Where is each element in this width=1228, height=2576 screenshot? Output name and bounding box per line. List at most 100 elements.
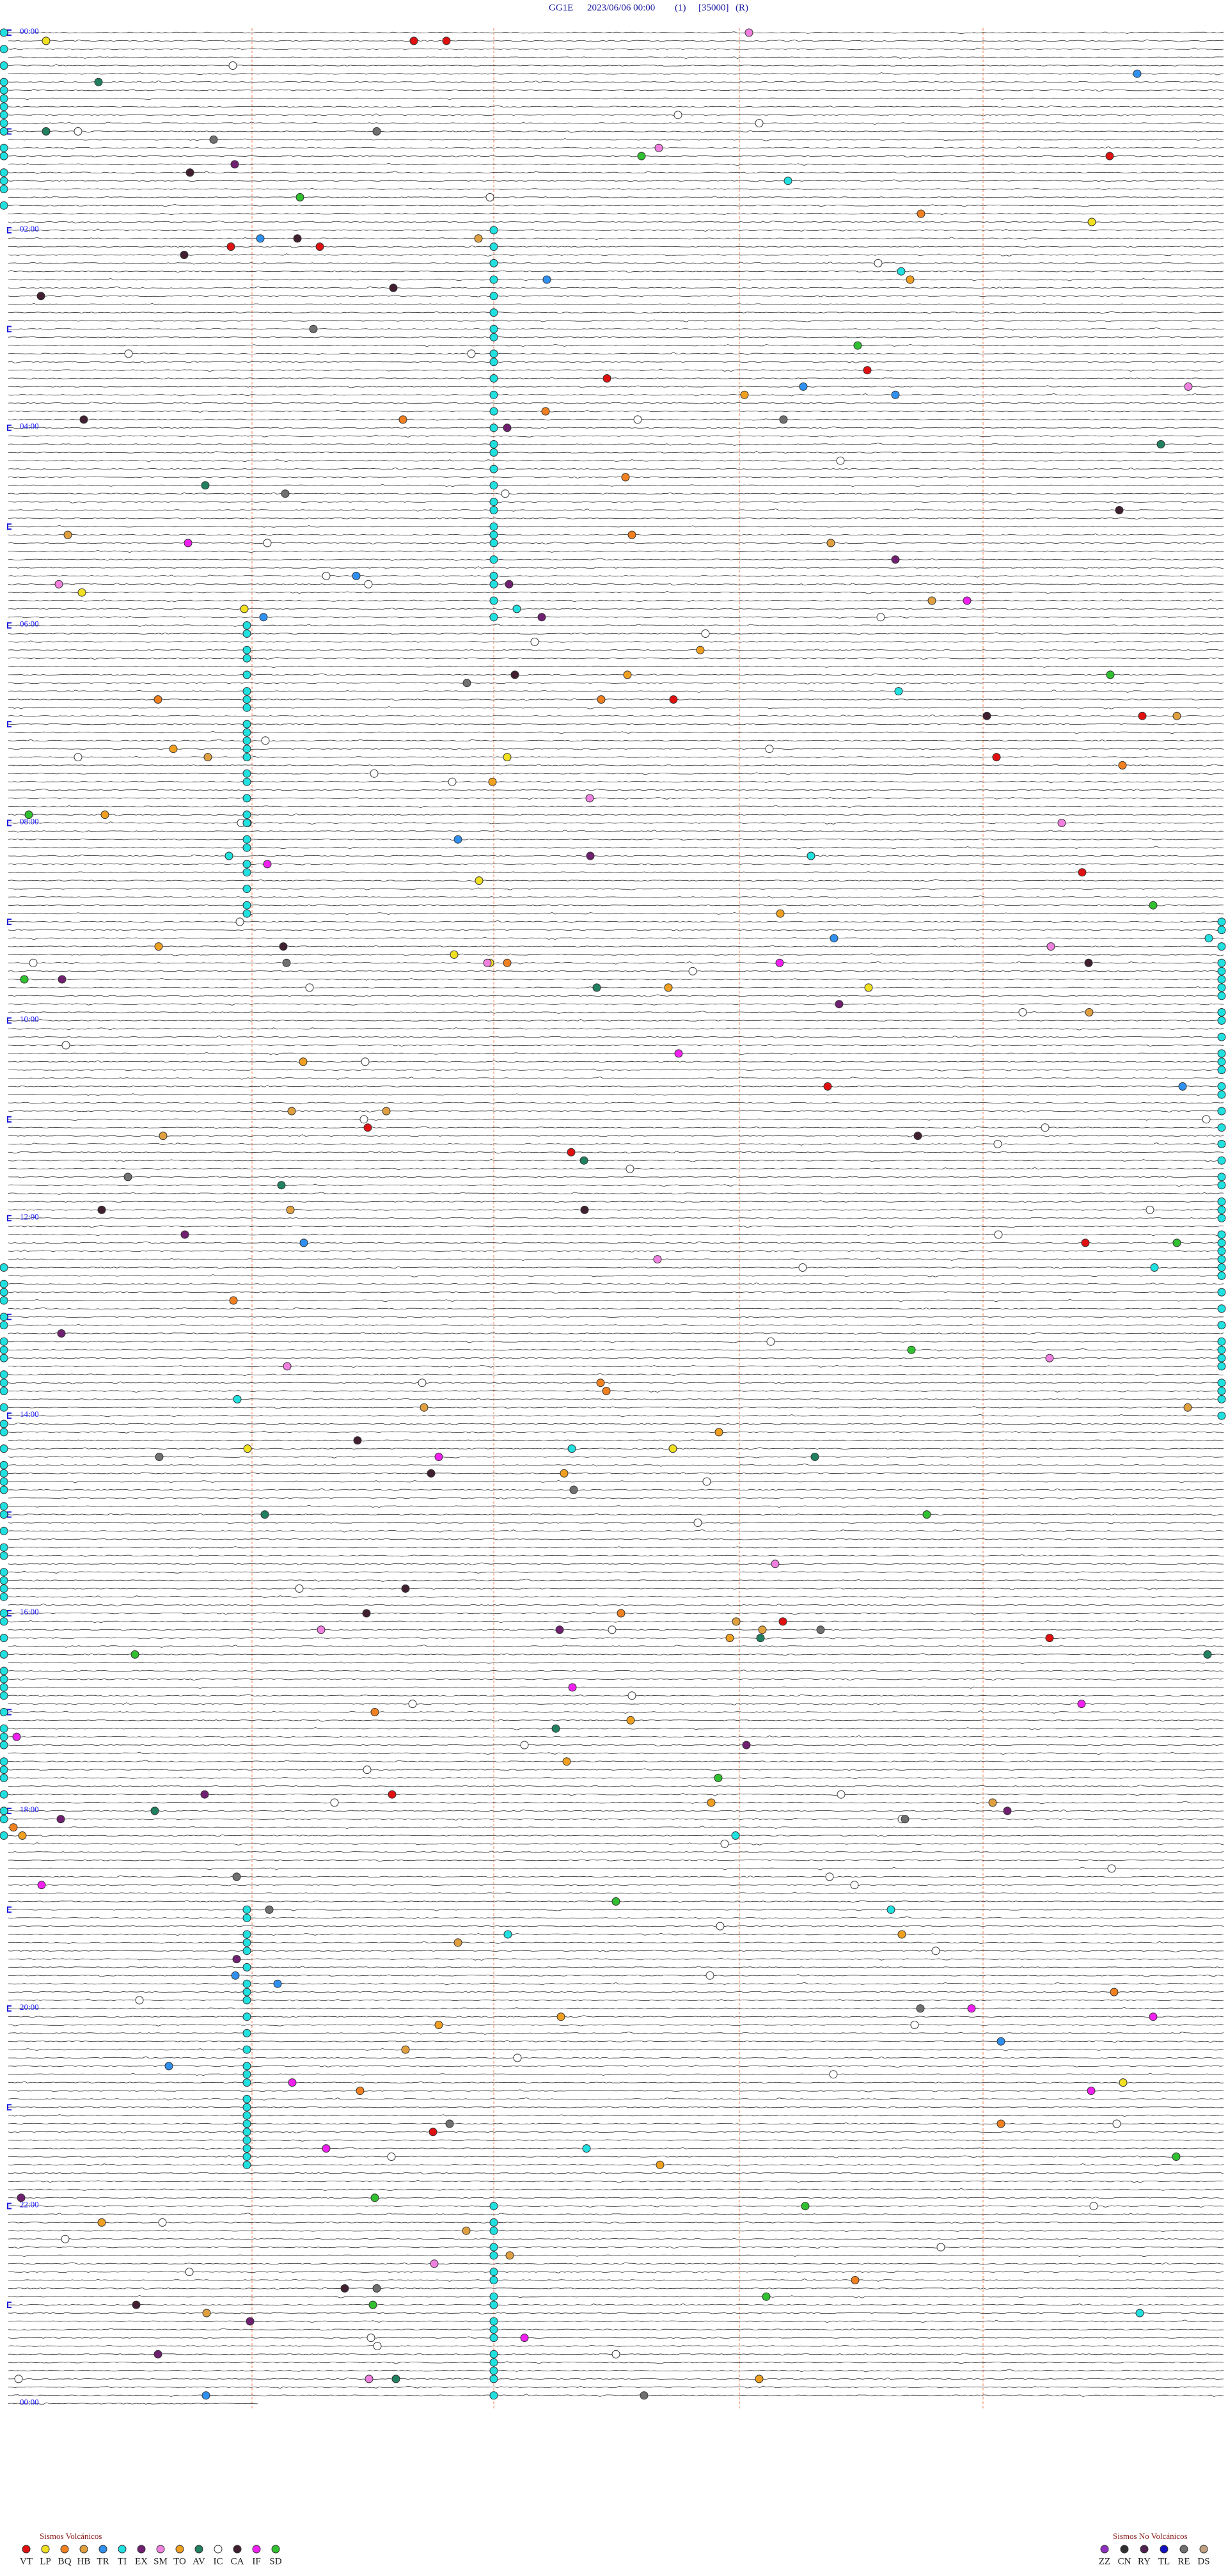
event-marker — [1133, 69, 1142, 78]
event-marker — [489, 2334, 498, 2343]
trace — [8, 1043, 1224, 1047]
event-marker — [602, 1387, 611, 1395]
event-marker — [159, 1132, 168, 1141]
trace — [8, 352, 1224, 356]
event-marker — [1057, 819, 1066, 827]
trace — [8, 632, 1224, 635]
hour-label: 00:00 — [20, 2398, 39, 2407]
event-marker — [505, 2251, 514, 2260]
trace — [8, 2139, 1224, 2142]
trace — [8, 459, 1224, 462]
event-marker — [242, 645, 251, 654]
event-marker — [799, 382, 808, 391]
event-marker — [1217, 1205, 1226, 1214]
event-marker — [489, 2202, 498, 2211]
event-marker — [242, 843, 251, 852]
legend-swatch — [271, 2545, 280, 2554]
event-marker — [475, 876, 484, 885]
event-marker — [996, 2037, 1005, 2046]
event-marker — [0, 1428, 8, 1437]
trace — [8, 566, 1224, 569]
trace — [8, 1340, 1224, 1343]
trace — [8, 401, 1224, 404]
trace — [8, 1834, 1224, 1837]
trace — [8, 1324, 1224, 1327]
event-marker — [489, 522, 498, 531]
trace — [8, 509, 1224, 512]
trace — [8, 1727, 1224, 1730]
event-marker — [569, 1485, 578, 1494]
event-marker — [886, 1905, 895, 1914]
trace — [8, 673, 1224, 677]
event-marker — [0, 1757, 8, 1766]
event-marker — [1183, 1403, 1192, 1412]
trace — [8, 451, 1224, 454]
event-marker — [18, 1831, 27, 1840]
trace — [8, 1414, 1224, 1418]
event-marker — [0, 1617, 8, 1626]
flag: (R) — [736, 3, 748, 13]
trace — [8, 1546, 1224, 1549]
legend-label: TI — [118, 2556, 127, 2566]
event-marker — [568, 1683, 577, 1692]
event-marker — [231, 1971, 240, 1980]
event-marker — [242, 2062, 251, 2071]
event-marker — [489, 2358, 498, 2367]
event-marker — [242, 885, 251, 893]
trace — [8, 1249, 1224, 1252]
event-marker — [0, 86, 8, 95]
trace — [8, 1711, 1224, 1714]
event-marker — [305, 983, 314, 992]
event-marker — [448, 777, 457, 786]
event-marker — [364, 580, 373, 589]
event-marker — [0, 1485, 8, 1494]
event-marker — [489, 242, 498, 251]
event-marker — [608, 1625, 617, 1634]
trace — [8, 39, 1224, 43]
event-marker — [897, 1930, 906, 1939]
trace — [8, 1595, 1224, 1599]
event-marker — [489, 539, 498, 548]
event-marker — [567, 1444, 576, 1453]
trace — [8, 607, 1224, 611]
event-marker — [1217, 1345, 1226, 1354]
event-marker — [277, 1181, 286, 1190]
trace — [8, 1480, 1224, 1483]
event-marker — [242, 901, 251, 910]
event-marker — [242, 909, 251, 918]
event-marker — [12, 1732, 21, 1741]
trace — [8, 1134, 1224, 1137]
event-marker — [202, 2309, 211, 2318]
datetime: 2023/06/06 00:00 — [587, 3, 655, 13]
event-marker — [14, 2375, 23, 2383]
event-marker — [562, 1757, 571, 1766]
hour-bracket — [7, 2104, 12, 2111]
event-marker — [370, 2193, 379, 2202]
event-marker — [489, 2300, 498, 2309]
trace — [8, 2097, 1224, 2101]
trace — [8, 1587, 1224, 1590]
event-marker — [453, 1938, 462, 1947]
event-marker — [242, 2045, 251, 2054]
event-marker — [489, 2391, 498, 2400]
event-marker — [1077, 1700, 1086, 1709]
event-marker — [0, 1650, 8, 1659]
event-marker — [61, 1041, 70, 1050]
event-marker — [489, 275, 498, 284]
event-marker — [242, 2153, 251, 2161]
event-marker — [242, 2119, 251, 2128]
trace — [8, 879, 1224, 882]
event-marker — [356, 2087, 365, 2095]
hour-bracket — [7, 819, 12, 826]
event-marker — [489, 613, 498, 622]
trace — [8, 2377, 1224, 2380]
event-marker — [1046, 942, 1055, 951]
event-marker — [242, 1947, 251, 1956]
event-marker — [0, 1691, 8, 1700]
event-marker — [707, 1798, 716, 1807]
event-marker — [418, 1379, 427, 1387]
event-marker — [0, 1477, 8, 1486]
event-marker — [0, 94, 8, 103]
event-marker — [627, 1691, 636, 1700]
trace — [8, 2229, 1224, 2232]
